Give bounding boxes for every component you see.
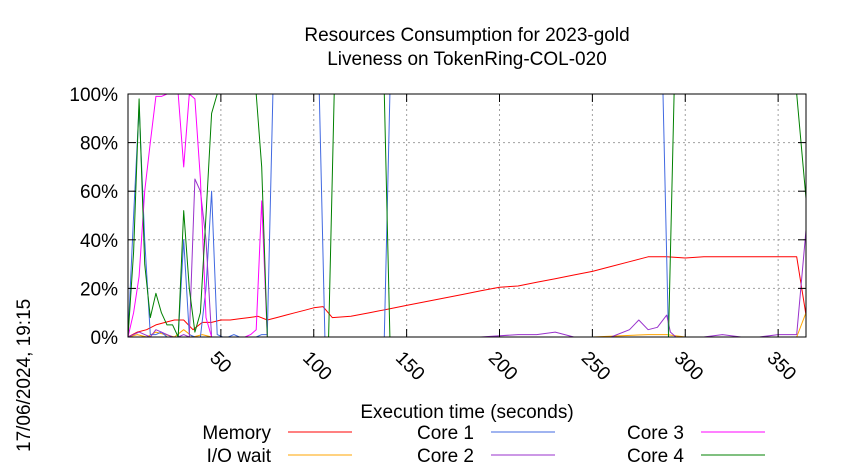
x-tick-label: 150 bbox=[391, 348, 428, 385]
series-line-core-4 bbox=[127, 93, 807, 338]
series-line-memory bbox=[127, 256, 807, 338]
chart-title-line1: Resources Consumption for 2023-gold bbox=[304, 25, 629, 46]
x-axis-label: Execution time (seconds) bbox=[360, 402, 573, 423]
axes: 0% 20% 40% 60% 80% 100% 50 100 150 200 250 300 350 bbox=[69, 85, 807, 385]
legend-label: Core 1 bbox=[417, 423, 474, 444]
x-tick-label: 100 bbox=[298, 348, 335, 385]
timestamp-label: 17/06/2024, 19:15 bbox=[14, 299, 35, 452]
y-tick-label: 0% bbox=[91, 328, 119, 349]
y-tick-label: 40% bbox=[80, 231, 118, 252]
x-tick-label: 250 bbox=[577, 348, 614, 385]
x-tick-label: 350 bbox=[763, 348, 800, 385]
y-tick-label: 80% bbox=[80, 134, 118, 155]
x-tick-label: 300 bbox=[670, 348, 707, 385]
legend-label: Core 4 bbox=[627, 446, 684, 467]
legend-label: I/O wait bbox=[207, 446, 272, 467]
legend-label: Core 2 bbox=[417, 446, 474, 467]
series-line-core-2 bbox=[127, 178, 807, 338]
series-line-i-o-wait bbox=[127, 312, 807, 338]
grid bbox=[128, 94, 806, 337]
legend-label: Memory bbox=[202, 423, 271, 444]
series-line-core-1 bbox=[127, 93, 806, 338]
plot-border bbox=[127, 93, 807, 338]
series-lines bbox=[127, 93, 807, 338]
chart-title-line2: Liveness on TokenRing-COL-020 bbox=[327, 49, 607, 70]
y-tick-label: 60% bbox=[80, 182, 118, 203]
legend-label: Core 3 bbox=[627, 423, 684, 444]
series-line-core-3 bbox=[127, 93, 806, 338]
x-tick-label: 50 bbox=[205, 348, 235, 378]
y-tick-label: 20% bbox=[80, 279, 118, 300]
x-tick-label: 200 bbox=[484, 348, 521, 385]
y-tick-label: 100% bbox=[69, 85, 118, 106]
